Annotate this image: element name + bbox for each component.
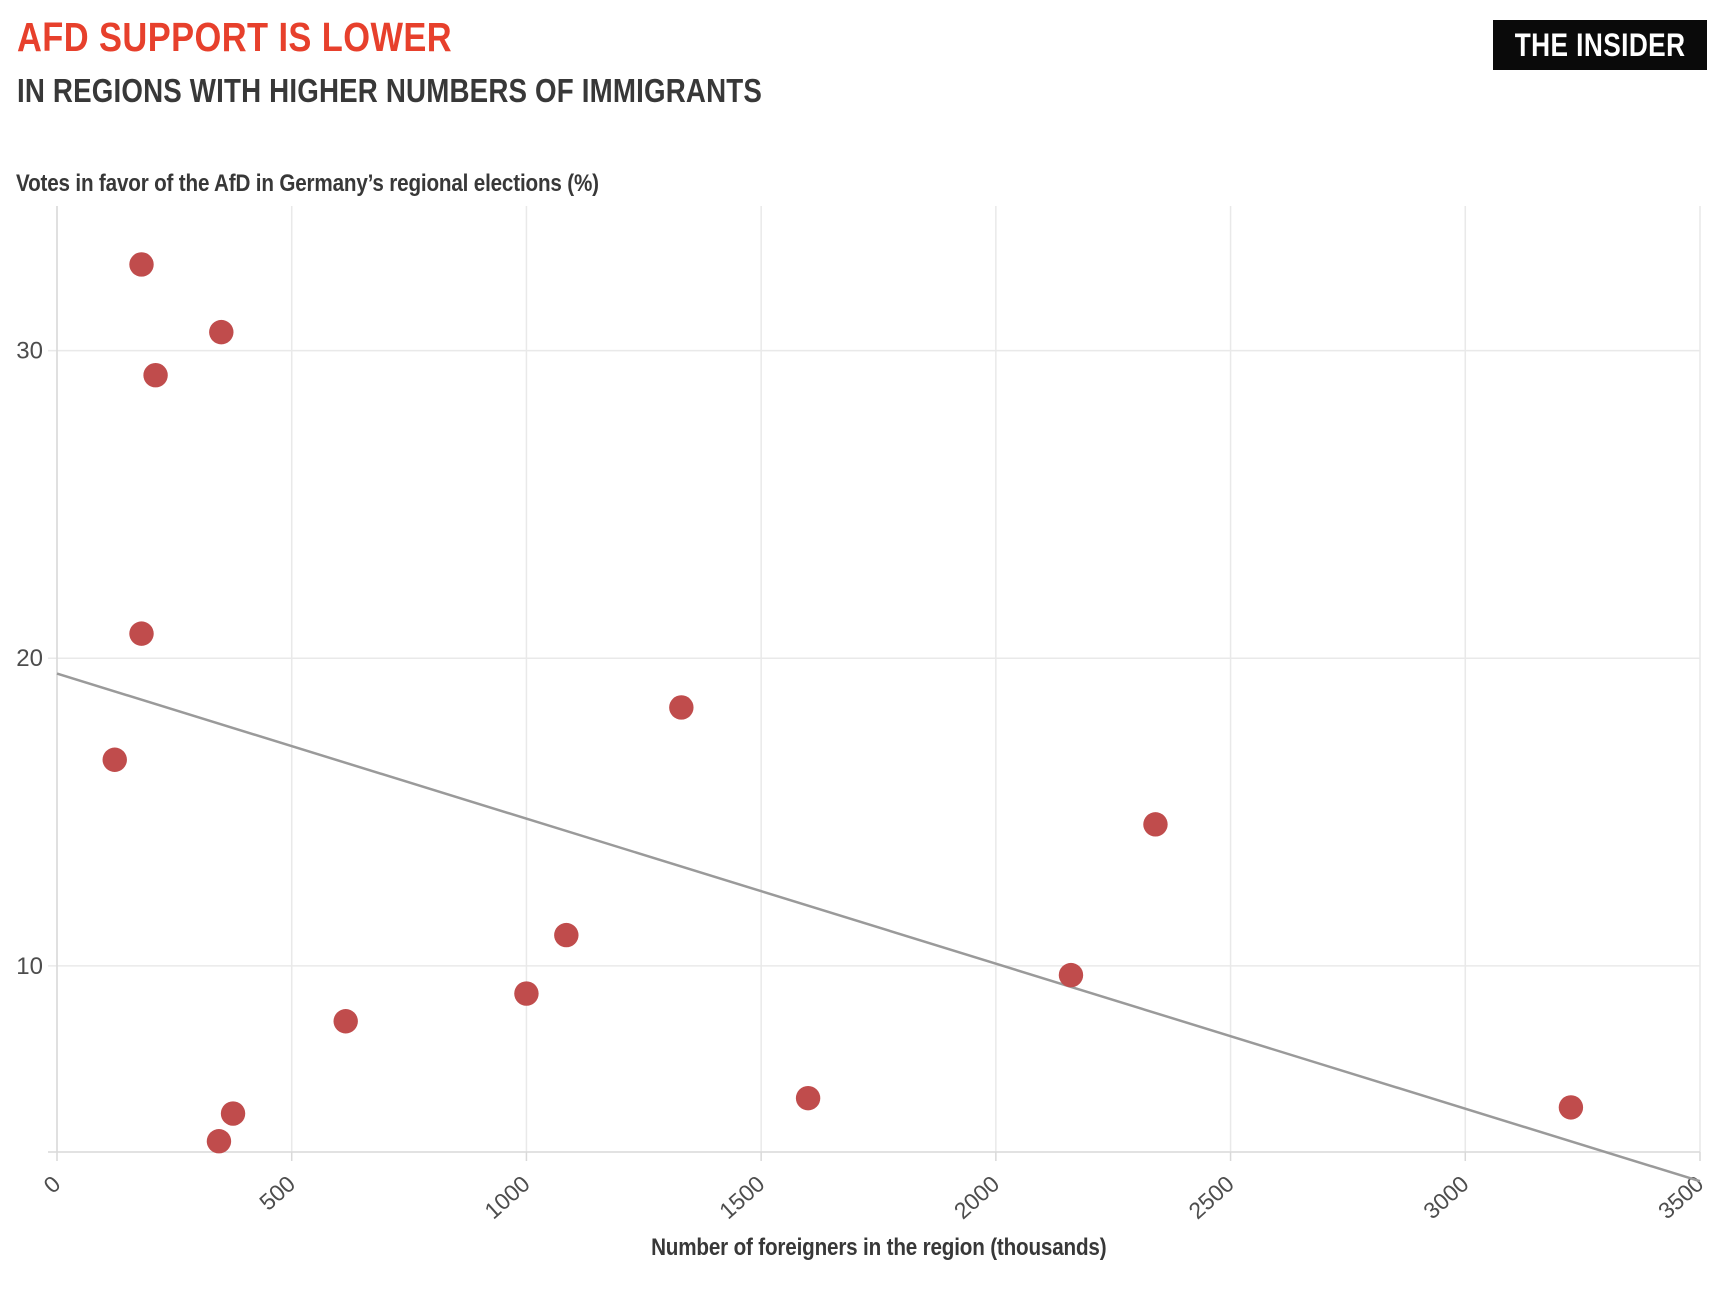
x-axis-title-text: Number of foreigners in the region (thou… (651, 1234, 1107, 1261)
main-subtitle: IN REGIONS WITH HIGHER NUMBERS OF IMMIGR… (17, 72, 763, 109)
x-tick-label: 0 (38, 1170, 65, 1198)
data-point (209, 319, 234, 345)
data-point (220, 1101, 246, 1126)
y-tick-label: 10 (16, 953, 43, 980)
data-point (206, 1129, 232, 1154)
data-point (795, 1085, 821, 1111)
data-point (333, 1009, 358, 1034)
data-point (554, 922, 579, 948)
x-tick-label: 1000 (479, 1170, 534, 1224)
x-tick-label: 3000 (1418, 1170, 1473, 1224)
data-point (669, 695, 694, 720)
x-tick-label: 2000 (949, 1170, 1004, 1224)
y-tick-label: 30 (16, 338, 43, 365)
x-axis-title: Number of foreigners in the region (thou… (57, 1234, 1701, 1262)
x-tick-label: 2500 (1183, 1170, 1238, 1224)
trend-line (56, 672, 1701, 1183)
chart-title: Votes in favor of the AfD in Germany’s r… (16, 170, 599, 197)
data-point (1143, 812, 1168, 837)
x-tick-label: 3500 (1653, 1170, 1708, 1224)
data-point (514, 981, 539, 1006)
data-point (143, 363, 168, 388)
y-tick-label: 20 (16, 645, 43, 672)
the-insider-logo-text: THE INSIDER (1514, 26, 1686, 63)
data-point (102, 747, 127, 772)
data-point (129, 621, 154, 646)
data-point (1558, 1095, 1584, 1120)
x-tick-label: 500 (254, 1170, 300, 1215)
data-point (1058, 962, 1084, 988)
the-insider-logo: THE INSIDER (1493, 20, 1707, 70)
data-point (129, 252, 154, 277)
x-tick-label: 1500 (714, 1170, 769, 1224)
main-title: AFD SUPPORT IS LOWER (17, 14, 453, 60)
